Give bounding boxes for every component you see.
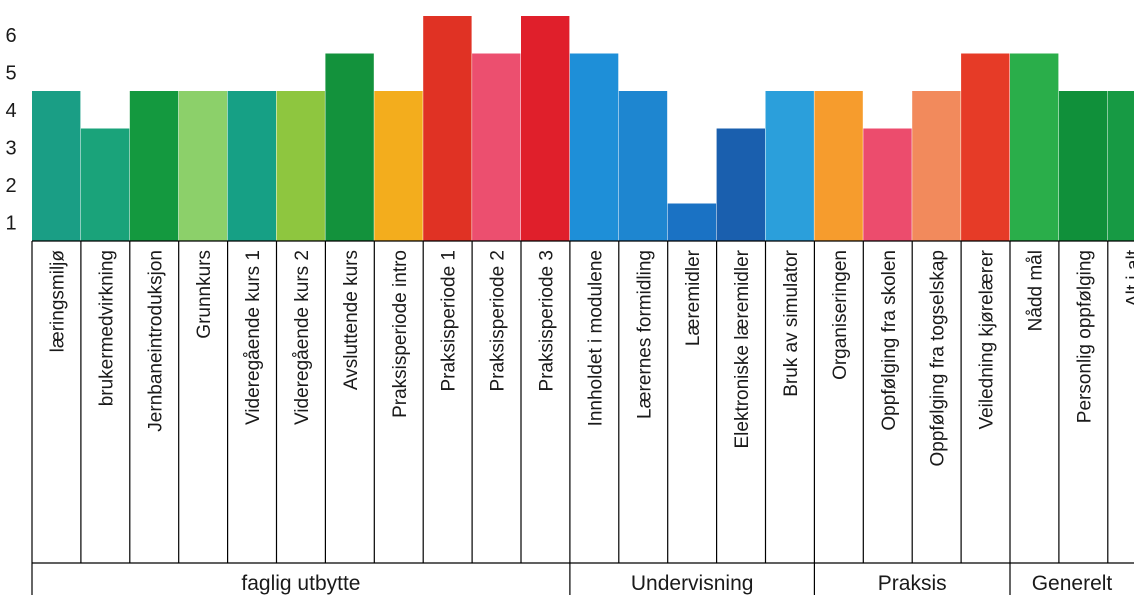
bar (129, 91, 179, 241)
bar (80, 128, 130, 241)
y-tick-label: 3 (5, 137, 16, 159)
category-label: Oppfølging fra togselskap (928, 250, 949, 467)
bar (765, 91, 814, 241)
category-label: læringsmiljø (47, 250, 68, 353)
category-label: Praksisperiode 2 (488, 250, 509, 392)
category-label: Innholdet i modulene (585, 250, 606, 426)
bar (716, 128, 765, 241)
category-label: Læremidler (683, 249, 704, 346)
category-label: Videregående kurs 1 (243, 250, 264, 425)
bar (863, 128, 912, 241)
y-axis-ticks: 1 2 3 4 5 6 (5, 25, 16, 235)
group-label: Praksis (878, 572, 947, 595)
bar (472, 53, 521, 241)
bar (227, 91, 276, 241)
category-label: Nådd mål (1025, 250, 1046, 331)
category-label: Praksisperiode 1 (439, 250, 460, 392)
category-label: Elektroniske læremidler (732, 249, 753, 448)
category-label: brukermedvirkning (96, 250, 117, 406)
category-label: Personlig oppfølging (1074, 250, 1095, 423)
bar (178, 91, 228, 241)
group-label: Undervisning (631, 572, 754, 595)
bar (1107, 91, 1134, 241)
y-tick-label: 1 (5, 212, 16, 234)
y-tick-label: 2 (5, 175, 16, 197)
bar (32, 91, 81, 241)
category-label: Videregående kurs 2 (292, 250, 313, 425)
bar (1010, 53, 1059, 241)
bar (374, 91, 423, 241)
y-tick-label: 6 (5, 25, 16, 47)
bar (1058, 91, 1108, 241)
category-label: Oppfølging fra skolen (879, 250, 900, 431)
category-labels: læringsmiljø brukermedvirkning Jernbaneint… (31, 240, 1134, 564)
category-label: Organiseringen (830, 250, 851, 380)
bar (521, 16, 570, 241)
category-label: Avsluttende kurs (341, 250, 362, 390)
category-label: Bruk av simulator (781, 249, 802, 396)
bar (814, 91, 863, 241)
category-label: Jernbaneintroduksjon (145, 250, 166, 432)
bar (961, 53, 1010, 241)
bar (569, 53, 619, 241)
category-label: Lærernes formidling (634, 250, 655, 419)
category-label: Alt i alt (1123, 249, 1134, 307)
y-tick-label: 5 (5, 62, 16, 84)
bar (423, 16, 472, 241)
bar (912, 91, 961, 241)
group-label: Generelt (1032, 572, 1113, 595)
category-label: Veiledning kjørelærer (977, 249, 998, 429)
category-label: Grunnkurs (194, 250, 215, 339)
category-label: Praksisperiode intro (390, 250, 411, 418)
bar (325, 53, 374, 241)
bars (32, 16, 1134, 241)
category-label: Praksisperiode 3 (536, 250, 557, 392)
group-label: faglig utbytte (241, 572, 360, 595)
bar (276, 91, 325, 241)
bar (618, 91, 668, 241)
group-labels: faglig utbytte Undervisning Praksis Generel… (31, 563, 1113, 595)
y-tick-label: 4 (5, 100, 16, 122)
bar (667, 203, 717, 241)
